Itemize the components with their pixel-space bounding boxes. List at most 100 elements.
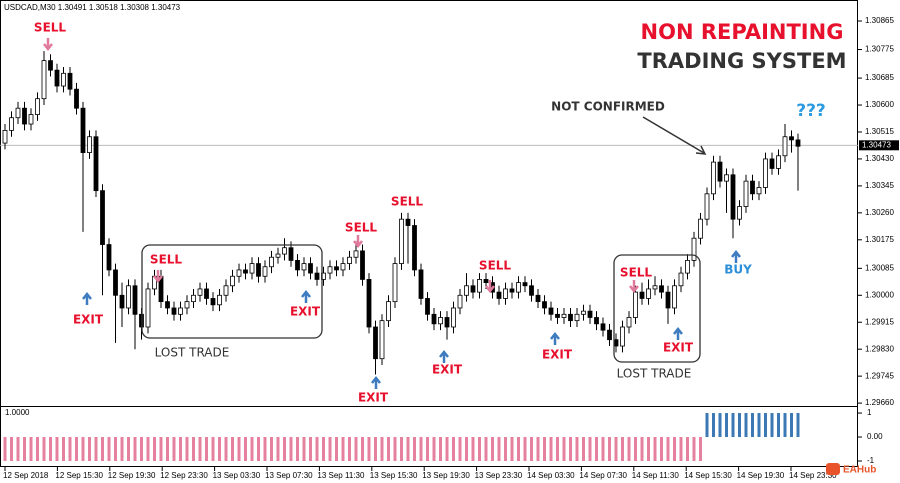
indicator-bar [3,437,7,462]
y-tick-label: 1.30600 [865,100,894,109]
lost-trade: LOST TRADE [617,367,692,381]
indicator-bar [289,437,293,462]
candle-body [269,256,274,268]
candle-body [15,107,21,119]
indicator-bar [55,437,59,462]
candle-body [763,158,768,188]
candle-body [756,187,762,195]
indicator-bar [595,437,598,462]
indicator-bar [465,437,468,462]
indicator-bar [608,437,611,462]
indicator-bar [517,437,520,462]
candle-body [87,136,92,153]
indicator-bar [159,437,163,462]
indicator-bar [192,437,195,462]
x-tick-label: 13 Sep 03:30 [213,471,261,480]
lost-trade: LOST TRADE [155,346,230,360]
candle-body [438,317,443,325]
candle-body [262,266,268,277]
indicator-bar [49,437,52,462]
candle-body [178,307,183,315]
indicator-bar [153,437,156,462]
indicator-bar [575,437,579,462]
y-tick-label: 1.30000 [865,290,894,299]
candle-body [711,161,716,195]
candle-body [399,218,404,264]
candle-body [464,285,469,296]
candle-body [379,320,385,360]
candle-body [113,269,118,296]
indicator-bar [653,437,657,462]
candle-body [717,161,723,182]
y-tick-label: 1.30260 [865,208,894,217]
indicator-bar [94,437,98,462]
candle-body [685,260,690,274]
x-tick-label: 13 Sep 23:30 [475,471,523,480]
indicator-bar [198,437,202,462]
marks: 1.30865 1.30775 1.30685 1.30600 1.30515 1.304… [0,16,899,480]
indicator-bar [705,413,709,438]
candle-body [451,307,456,328]
indicator-bar [647,437,650,462]
indicator-bar [471,437,475,462]
candle-body [425,298,430,315]
candle-body [171,307,177,315]
indicator-bar [107,437,111,462]
candle-body [529,285,534,296]
indicator-bar [10,437,13,462]
indicator-bar [796,413,800,438]
indicator-bar [673,437,676,462]
candle-body [444,317,450,328]
candle-body [386,301,391,322]
indicator-bar [510,437,514,462]
indicator-bar [393,437,397,462]
candle-body [191,294,196,303]
y-tick-label: 1.30175 [865,235,894,244]
indicator-bar [114,437,117,462]
candle-body [67,72,73,90]
candle-body [2,129,8,144]
candle-body [392,263,398,303]
x-tick-label: 14 Sep 19:30 [737,471,785,480]
x-tick-label: 14 Sep 07:30 [579,471,627,480]
candle-body [93,136,99,192]
candle-body [639,291,645,299]
candle-body [542,301,547,309]
candle-body [457,294,463,309]
candle-body [470,285,476,293]
candle-body [308,263,313,274]
indicator-bar [354,437,358,462]
indicator-bar [413,437,416,462]
chart-title: USDCAD,M30 1.30491 1.30518 1.30308 1.304… [4,3,181,12]
headline: NON REPAINTING [641,20,844,44]
candle-body [210,298,216,306]
candle-body [204,288,209,299]
note-arrow-head [695,145,707,155]
exit-arrow [81,292,93,307]
candle-body [548,307,554,315]
y-tick-label: 1.30345 [865,181,894,190]
indicator-bar [549,437,553,462]
indicator-bar [731,413,735,438]
candle-body [334,266,339,271]
note: NOT CONFIRMED [551,100,665,114]
candle-body [249,263,255,274]
candle-body [35,98,40,115]
indicator-bar [790,413,793,438]
indicator-bar [68,437,72,462]
indicator-bar [400,437,403,462]
candle-body [587,310,593,318]
indicator-bar [315,437,319,462]
question: ??? [796,101,826,121]
candle-body [54,69,60,87]
sell-arrow [352,233,364,248]
sell-arrow [42,36,54,51]
y-tick-label: -1 [867,456,875,465]
y-tick-label: 1.29745 [865,371,894,380]
x-tick-label: 12 Sep 19:30 [108,471,156,480]
indicator-bar [172,437,176,462]
candle-body [288,247,294,261]
candle-body [561,313,567,318]
candle-body [581,310,586,315]
exit-label: EXIT [73,313,104,327]
